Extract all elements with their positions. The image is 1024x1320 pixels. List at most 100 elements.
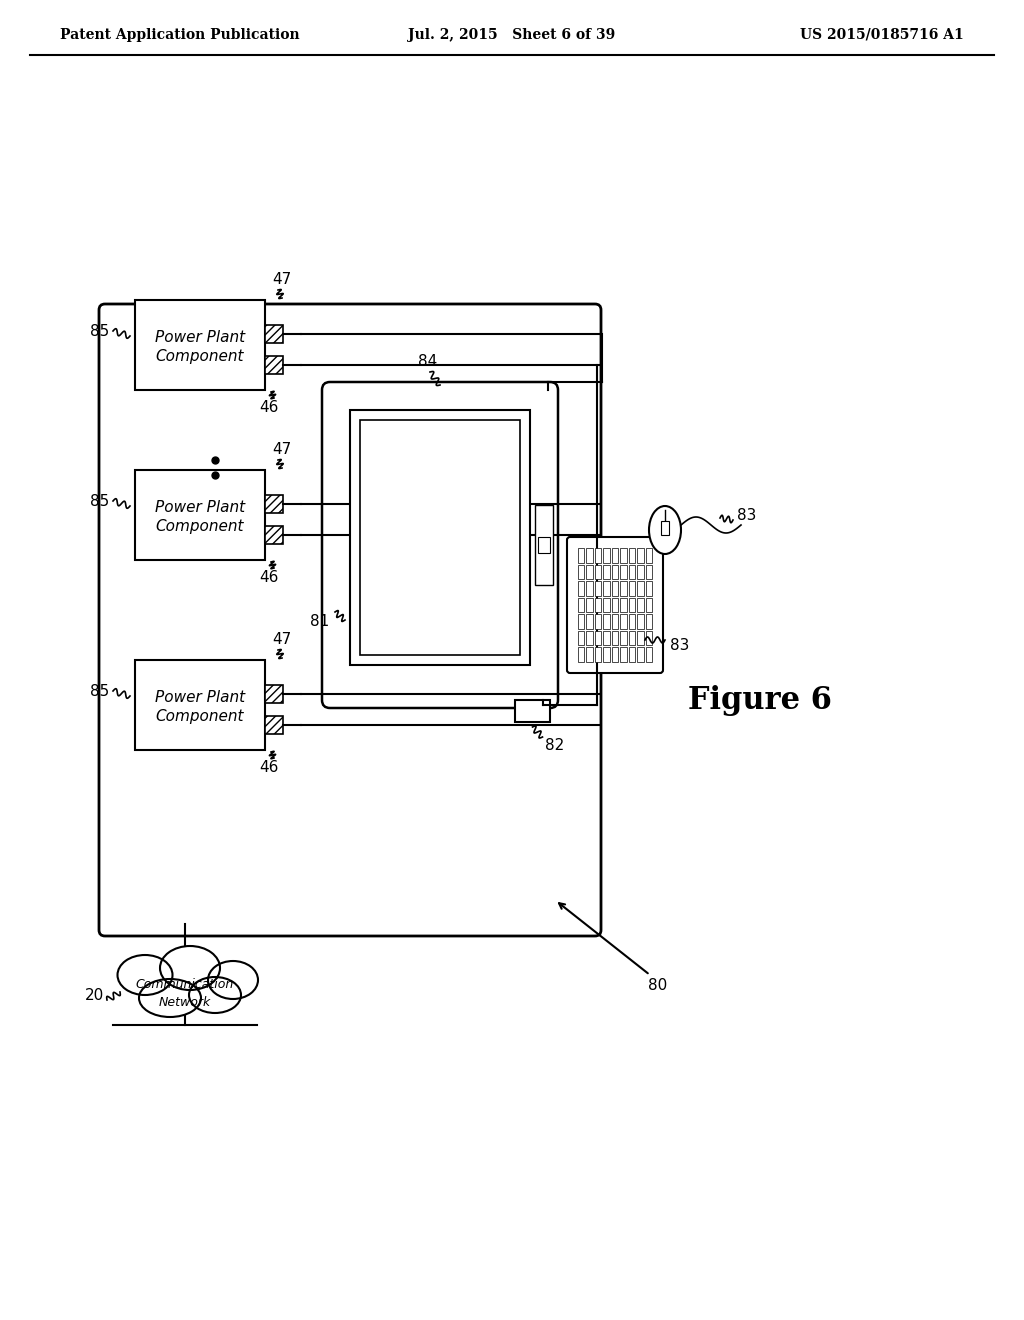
Bar bbox=[603, 598, 609, 612]
Bar bbox=[621, 565, 627, 579]
Text: 85: 85 bbox=[90, 494, 110, 508]
Bar bbox=[587, 598, 593, 612]
Bar bbox=[645, 565, 652, 579]
Text: 85: 85 bbox=[90, 684, 110, 698]
Text: Component: Component bbox=[156, 350, 245, 364]
Bar bbox=[595, 598, 601, 612]
Bar bbox=[637, 647, 643, 663]
Bar bbox=[645, 581, 652, 595]
Bar bbox=[629, 647, 635, 663]
Bar bbox=[629, 614, 635, 628]
Bar bbox=[603, 548, 609, 562]
Text: Power Plant: Power Plant bbox=[155, 689, 245, 705]
Text: 47: 47 bbox=[272, 272, 292, 288]
Bar bbox=[637, 614, 643, 628]
Text: Component: Component bbox=[156, 710, 245, 725]
Bar bbox=[629, 548, 635, 562]
Bar bbox=[637, 598, 643, 612]
Bar bbox=[587, 581, 593, 595]
Bar bbox=[135, 660, 265, 750]
Text: Power Plant: Power Plant bbox=[155, 330, 245, 345]
Text: 46: 46 bbox=[259, 760, 279, 776]
Bar bbox=[265, 325, 283, 343]
Text: Power Plant: Power Plant bbox=[155, 499, 245, 515]
Text: Patent Application Publication: Patent Application Publication bbox=[60, 28, 300, 42]
Bar bbox=[135, 470, 265, 560]
Text: 82: 82 bbox=[545, 738, 564, 754]
Bar bbox=[645, 631, 652, 645]
Bar bbox=[621, 548, 627, 562]
Bar bbox=[629, 581, 635, 595]
Bar bbox=[265, 685, 283, 704]
Bar bbox=[645, 548, 652, 562]
Text: Communication: Communication bbox=[136, 978, 234, 991]
Bar bbox=[637, 631, 643, 645]
Text: 80: 80 bbox=[648, 978, 668, 993]
Bar bbox=[603, 614, 609, 628]
Bar bbox=[595, 548, 601, 562]
Text: Jul. 2, 2015   Sheet 6 of 39: Jul. 2, 2015 Sheet 6 of 39 bbox=[409, 28, 615, 42]
Text: 47: 47 bbox=[272, 442, 292, 458]
Bar bbox=[621, 631, 627, 645]
Ellipse shape bbox=[118, 954, 172, 995]
Bar bbox=[595, 581, 601, 595]
Bar bbox=[265, 495, 283, 513]
Bar bbox=[265, 525, 283, 544]
Bar bbox=[621, 581, 627, 595]
Ellipse shape bbox=[649, 506, 681, 554]
Bar bbox=[603, 581, 609, 595]
Bar bbox=[621, 598, 627, 612]
Bar bbox=[587, 548, 593, 562]
Bar bbox=[637, 548, 643, 562]
Bar bbox=[515, 700, 550, 722]
Bar bbox=[587, 565, 593, 579]
Bar bbox=[578, 548, 585, 562]
Ellipse shape bbox=[160, 946, 220, 990]
Bar bbox=[603, 565, 609, 579]
Bar bbox=[587, 647, 593, 663]
Bar bbox=[265, 715, 283, 734]
Bar bbox=[535, 506, 553, 585]
Bar bbox=[578, 647, 585, 663]
Bar bbox=[587, 614, 593, 628]
Bar bbox=[662, 521, 669, 535]
Text: 47: 47 bbox=[272, 632, 292, 648]
FancyBboxPatch shape bbox=[99, 304, 601, 936]
Bar bbox=[603, 631, 609, 645]
Bar bbox=[621, 647, 627, 663]
Bar bbox=[629, 631, 635, 645]
Bar bbox=[265, 356, 283, 374]
Bar bbox=[611, 631, 618, 645]
Bar bbox=[578, 581, 585, 595]
Text: 20: 20 bbox=[85, 989, 104, 1003]
Bar bbox=[595, 631, 601, 645]
Bar bbox=[578, 631, 585, 645]
Bar bbox=[611, 598, 618, 612]
Text: Component: Component bbox=[156, 520, 245, 535]
Bar bbox=[645, 647, 652, 663]
Bar bbox=[637, 581, 643, 595]
Bar bbox=[621, 614, 627, 628]
Bar bbox=[611, 565, 618, 579]
Bar bbox=[360, 420, 520, 655]
Bar bbox=[645, 614, 652, 628]
Bar bbox=[611, 548, 618, 562]
Text: 85: 85 bbox=[90, 323, 110, 338]
Bar bbox=[578, 598, 585, 612]
FancyBboxPatch shape bbox=[567, 537, 663, 673]
Bar bbox=[629, 598, 635, 612]
Bar bbox=[595, 565, 601, 579]
Bar bbox=[350, 411, 530, 665]
Text: 81: 81 bbox=[310, 615, 330, 630]
Text: 46: 46 bbox=[259, 570, 279, 586]
Text: 46: 46 bbox=[259, 400, 279, 416]
Ellipse shape bbox=[139, 979, 201, 1016]
Bar bbox=[587, 631, 593, 645]
Bar bbox=[578, 565, 585, 579]
Bar bbox=[637, 565, 643, 579]
FancyBboxPatch shape bbox=[322, 381, 558, 708]
Bar bbox=[629, 565, 635, 579]
Bar bbox=[595, 614, 601, 628]
Bar bbox=[611, 581, 618, 595]
Bar bbox=[645, 598, 652, 612]
